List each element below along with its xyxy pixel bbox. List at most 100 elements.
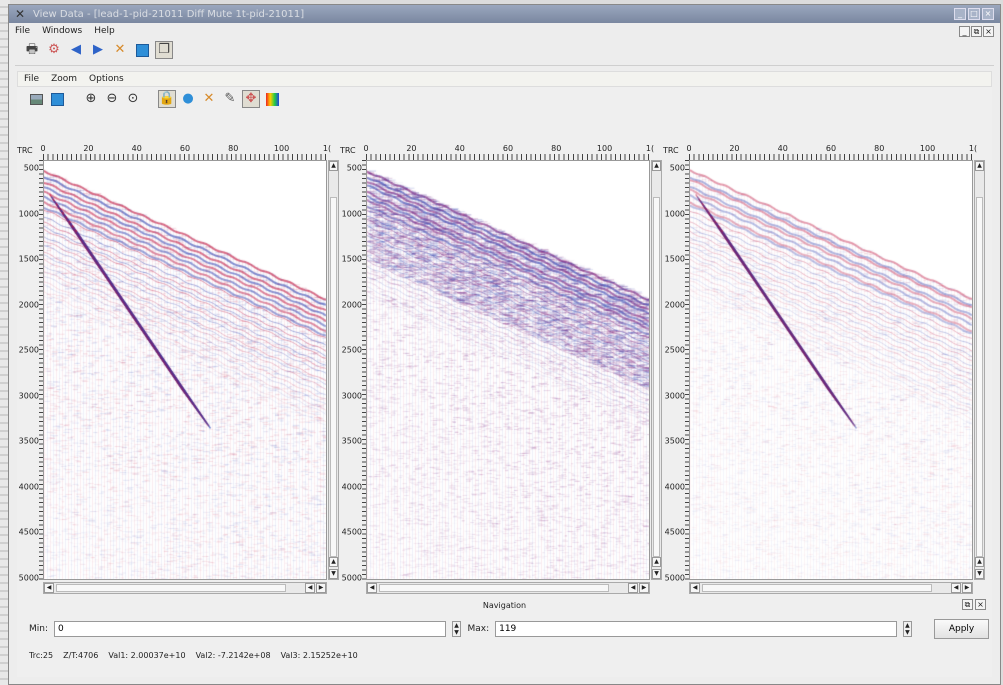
dock-float-button[interactable]: ⧉ <box>962 599 973 610</box>
mdi-minimize-button[interactable]: _ <box>959 25 970 37</box>
colorbar-icon[interactable] <box>263 90 281 108</box>
seismic-canvas[interactable] <box>44 161 326 579</box>
copy-icon[interactable]: ❐ <box>155 41 173 59</box>
scroll-down-button[interactable]: ▼ <box>975 569 984 579</box>
h-scroll-thumb[interactable] <box>56 584 286 592</box>
mdi-close-button[interactable]: × <box>983 25 994 37</box>
scroll-up-button[interactable]: ▲ <box>975 161 984 171</box>
move-icon[interactable]: ✥ <box>242 90 260 108</box>
maximize-button[interactable]: □ <box>968 8 980 20</box>
max-label: Max: <box>467 624 490 634</box>
window-icon[interactable] <box>133 41 151 59</box>
menu-windows[interactable]: Windows <box>42 26 83 36</box>
scroll-up-button[interactable]: ▲ <box>329 161 338 171</box>
palette-icon[interactable]: ● <box>182 91 194 106</box>
close-cross-icon[interactable]: ✕ <box>114 42 126 57</box>
x-tick-label: 40 <box>454 144 465 153</box>
minimize-button[interactable]: _ <box>954 8 966 20</box>
y-tick-label: 1000 <box>341 209 362 219</box>
seismic-plot[interactable] <box>366 160 650 580</box>
vertical-scrollbar[interactable]: ▲ ▲ ▼ <box>328 160 339 580</box>
seismic-plot[interactable] <box>689 160 973 580</box>
vertical-scrollbar[interactable]: ▲ ▲ ▼ <box>974 160 985 580</box>
vertical-scrollbar[interactable]: ▲ ▲ ▼ <box>651 160 662 580</box>
window-title: View Data - [lead-1-pid-21011 Diff Mute … <box>33 8 305 20</box>
scroll-right-button[interactable]: ▶ <box>316 583 326 593</box>
y-tick-label: 2000 <box>18 300 39 310</box>
titlebar[interactable]: ✕ View Data - [lead-1-pid-21011 Diff Mut… <box>9 5 1000 23</box>
seismic-canvas[interactable] <box>367 161 649 579</box>
cross-icon[interactable]: ✕ <box>203 91 215 106</box>
zoom-out-icon[interactable]: ⊖ <box>106 91 118 106</box>
y-tick-label: 4500 <box>341 527 362 537</box>
menu-zoom[interactable]: Zoom <box>51 74 78 84</box>
forward-arrow-icon[interactable]: ▶ <box>93 42 103 57</box>
seismic-canvas[interactable] <box>690 161 972 579</box>
y-tick-label: 5000 <box>664 573 685 583</box>
scroll-right-button[interactable]: ▶ <box>639 583 649 593</box>
menu-options[interactable]: Options <box>89 74 124 84</box>
axis-trc-label: TRC <box>17 146 33 155</box>
horizontal-scrollbar[interactable]: ◀ ◀ ▶ <box>366 582 650 594</box>
min-spinner[interactable]: ▲ ▼ <box>451 621 462 637</box>
scroll-left-button[interactable]: ◀ <box>367 583 377 593</box>
print-icon[interactable]: 🖶 <box>25 42 39 57</box>
axis-trc-label: TRC <box>663 146 679 155</box>
x-tick-label: 100 <box>273 144 290 153</box>
close-button[interactable]: × <box>982 8 994 20</box>
seismic-plot[interactable] <box>43 160 327 580</box>
scroll-thumb[interactable] <box>330 197 337 557</box>
max-input[interactable] <box>495 621 897 637</box>
y-tick-label: 2500 <box>18 345 39 355</box>
status-val1: Val1: 2.00037e+10 <box>108 651 186 660</box>
scroll-thumb[interactable] <box>653 197 660 557</box>
navigation-dock-controls: ⧉ × <box>961 599 986 610</box>
scroll-up-button[interactable]: ▲ <box>975 557 984 567</box>
max-spinner[interactable]: ▲ ▼ <box>902 621 913 637</box>
h-scroll-thumb[interactable] <box>702 584 932 592</box>
scroll-left-button[interactable]: ◀ <box>690 583 700 593</box>
desktop-background <box>0 0 10 685</box>
menu-file[interactable]: File <box>24 74 40 84</box>
x-tick-label: 1( <box>322 144 332 153</box>
menu-file[interactable]: File <box>15 26 31 36</box>
y-tick-label: 4000 <box>664 482 685 492</box>
scroll-left-button[interactable]: ◀ <box>44 583 54 593</box>
back-arrow-icon[interactable]: ◀ <box>71 42 81 57</box>
toolbar-separator <box>15 65 994 66</box>
scroll-right-button[interactable]: ▶ <box>962 583 972 593</box>
zoom-in-icon[interactable]: ⊕ <box>85 91 97 106</box>
mdi-restore-button[interactable]: ⧉ <box>971 25 982 37</box>
apply-button[interactable]: Apply <box>934 619 989 639</box>
settings-icon[interactable]: ⚙ <box>48 42 60 57</box>
x-tick-label: 60 <box>825 144 837 153</box>
y-tick-label: 5000 <box>18 573 39 583</box>
scroll-up-button[interactable]: ▲ <box>652 161 661 171</box>
horizontal-scrollbar[interactable]: ◀ ◀ ▶ <box>43 582 327 594</box>
image-icon[interactable] <box>27 90 45 108</box>
x-tick-label: 100 <box>919 144 936 153</box>
scroll-up-button[interactable]: ▲ <box>652 557 661 567</box>
y-tick-label: 4500 <box>18 527 39 537</box>
dock-close-button[interactable]: × <box>975 599 986 610</box>
scroll-up-button[interactable]: ▲ <box>329 557 338 567</box>
scroll-left-button[interactable]: ◀ <box>951 583 961 593</box>
lock-icon[interactable]: 🔒 <box>158 90 176 108</box>
x-tick-label: 0 <box>686 144 692 153</box>
x-tick-label: 40 <box>777 144 788 153</box>
scroll-down-button[interactable]: ▼ <box>329 569 338 579</box>
scroll-down-button[interactable]: ▼ <box>652 569 661 579</box>
h-scroll-thumb[interactable] <box>379 584 609 592</box>
scroll-left-button[interactable]: ◀ <box>628 583 638 593</box>
horizontal-scrollbar[interactable]: ◀ ◀ ▶ <box>689 582 973 594</box>
scroll-left-button[interactable]: ◀ <box>305 583 315 593</box>
window-icon[interactable] <box>48 90 66 108</box>
min-input[interactable] <box>54 621 446 637</box>
menu-help[interactable]: Help <box>94 26 115 36</box>
range-controls: Min: ▲▼ Max: ▲▼ Apply <box>29 619 989 639</box>
pen-icon[interactable]: ✎ <box>224 91 236 106</box>
navigation-label: Navigation <box>482 601 527 610</box>
scroll-thumb[interactable] <box>976 197 983 557</box>
zoom-reset-icon[interactable]: ⊙ <box>127 91 139 106</box>
x-tick-label: 100 <box>596 144 613 153</box>
